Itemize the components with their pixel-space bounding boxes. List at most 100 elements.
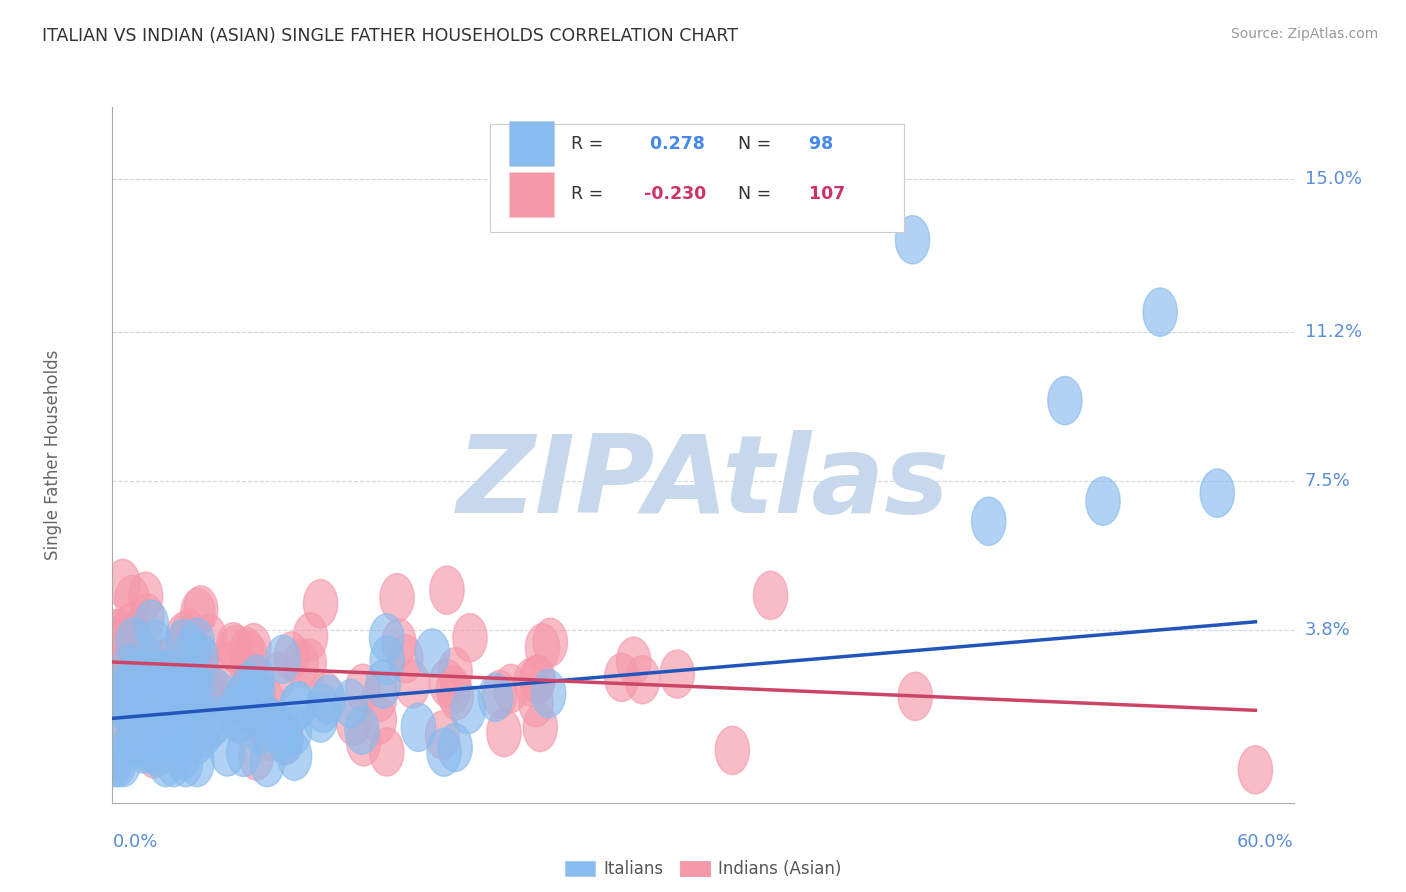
Ellipse shape [114, 603, 148, 651]
Ellipse shape [415, 629, 450, 677]
Ellipse shape [103, 633, 136, 681]
Ellipse shape [344, 706, 380, 755]
Ellipse shape [494, 665, 529, 713]
Ellipse shape [138, 711, 172, 760]
Legend: Italians, Indians (Asian): Italians, Indians (Asian) [558, 854, 848, 885]
Text: R =: R = [571, 186, 609, 203]
Ellipse shape [236, 624, 271, 672]
Ellipse shape [401, 703, 436, 751]
Ellipse shape [531, 669, 565, 718]
Text: N =: N = [738, 135, 778, 153]
Ellipse shape [482, 671, 517, 719]
Ellipse shape [97, 739, 132, 787]
Ellipse shape [163, 669, 198, 717]
Text: R =: R = [571, 135, 609, 153]
Ellipse shape [212, 643, 246, 691]
Ellipse shape [173, 665, 207, 714]
Text: N =: N = [738, 186, 778, 203]
Ellipse shape [236, 667, 271, 715]
Ellipse shape [97, 609, 132, 658]
Ellipse shape [118, 717, 152, 765]
Ellipse shape [131, 669, 166, 717]
Ellipse shape [231, 652, 264, 701]
Ellipse shape [157, 710, 193, 758]
FancyBboxPatch shape [509, 121, 554, 166]
Ellipse shape [150, 716, 184, 765]
Ellipse shape [141, 728, 174, 776]
Ellipse shape [148, 658, 183, 706]
Ellipse shape [294, 613, 328, 661]
Ellipse shape [222, 693, 256, 741]
Ellipse shape [515, 658, 548, 706]
Text: 98: 98 [803, 135, 834, 153]
Ellipse shape [520, 656, 554, 704]
Ellipse shape [149, 739, 183, 787]
Ellipse shape [111, 687, 146, 735]
Ellipse shape [263, 706, 297, 755]
Ellipse shape [107, 739, 141, 787]
Ellipse shape [172, 609, 205, 657]
Ellipse shape [169, 665, 204, 714]
Ellipse shape [222, 695, 256, 743]
Ellipse shape [436, 665, 471, 714]
Ellipse shape [105, 666, 139, 714]
Ellipse shape [132, 725, 166, 773]
Ellipse shape [307, 684, 340, 732]
Ellipse shape [104, 609, 139, 657]
Ellipse shape [250, 679, 285, 727]
Ellipse shape [100, 731, 135, 780]
Ellipse shape [1239, 746, 1272, 794]
Ellipse shape [125, 645, 160, 693]
Ellipse shape [382, 619, 416, 667]
Ellipse shape [309, 673, 343, 721]
Ellipse shape [120, 623, 153, 671]
Ellipse shape [896, 216, 929, 264]
Ellipse shape [526, 624, 560, 672]
Ellipse shape [240, 667, 274, 715]
Ellipse shape [239, 656, 274, 704]
Ellipse shape [304, 580, 337, 628]
Ellipse shape [118, 646, 153, 694]
Ellipse shape [172, 673, 205, 721]
Text: Source: ZipAtlas.com: Source: ZipAtlas.com [1230, 27, 1378, 41]
Ellipse shape [198, 697, 232, 745]
Ellipse shape [166, 669, 200, 717]
Ellipse shape [254, 699, 288, 747]
Ellipse shape [184, 634, 219, 682]
Ellipse shape [174, 626, 209, 674]
Ellipse shape [174, 660, 209, 708]
Ellipse shape [163, 681, 197, 730]
Ellipse shape [380, 574, 415, 622]
Ellipse shape [104, 648, 138, 696]
Text: Single Father Households: Single Father Households [45, 350, 62, 560]
Ellipse shape [132, 652, 167, 701]
Ellipse shape [104, 677, 139, 725]
Ellipse shape [1047, 376, 1083, 425]
Ellipse shape [180, 664, 214, 712]
Ellipse shape [165, 663, 198, 711]
FancyBboxPatch shape [509, 172, 554, 217]
Ellipse shape [127, 641, 160, 690]
Ellipse shape [217, 623, 250, 671]
Ellipse shape [125, 673, 159, 721]
Ellipse shape [103, 667, 138, 715]
Ellipse shape [250, 696, 284, 744]
Ellipse shape [167, 676, 201, 724]
Ellipse shape [269, 715, 304, 764]
Ellipse shape [138, 647, 172, 695]
Ellipse shape [105, 559, 141, 607]
Ellipse shape [193, 615, 226, 663]
Ellipse shape [453, 614, 486, 662]
Text: ZIPAtlas: ZIPAtlas [457, 430, 949, 536]
Text: -0.230: -0.230 [644, 186, 706, 203]
Ellipse shape [186, 709, 221, 757]
Ellipse shape [136, 674, 170, 723]
Ellipse shape [439, 672, 474, 720]
Ellipse shape [225, 684, 260, 732]
Ellipse shape [716, 726, 749, 774]
Ellipse shape [122, 654, 157, 702]
Ellipse shape [281, 681, 316, 730]
Ellipse shape [134, 600, 169, 648]
Ellipse shape [121, 649, 156, 698]
Ellipse shape [127, 724, 160, 773]
